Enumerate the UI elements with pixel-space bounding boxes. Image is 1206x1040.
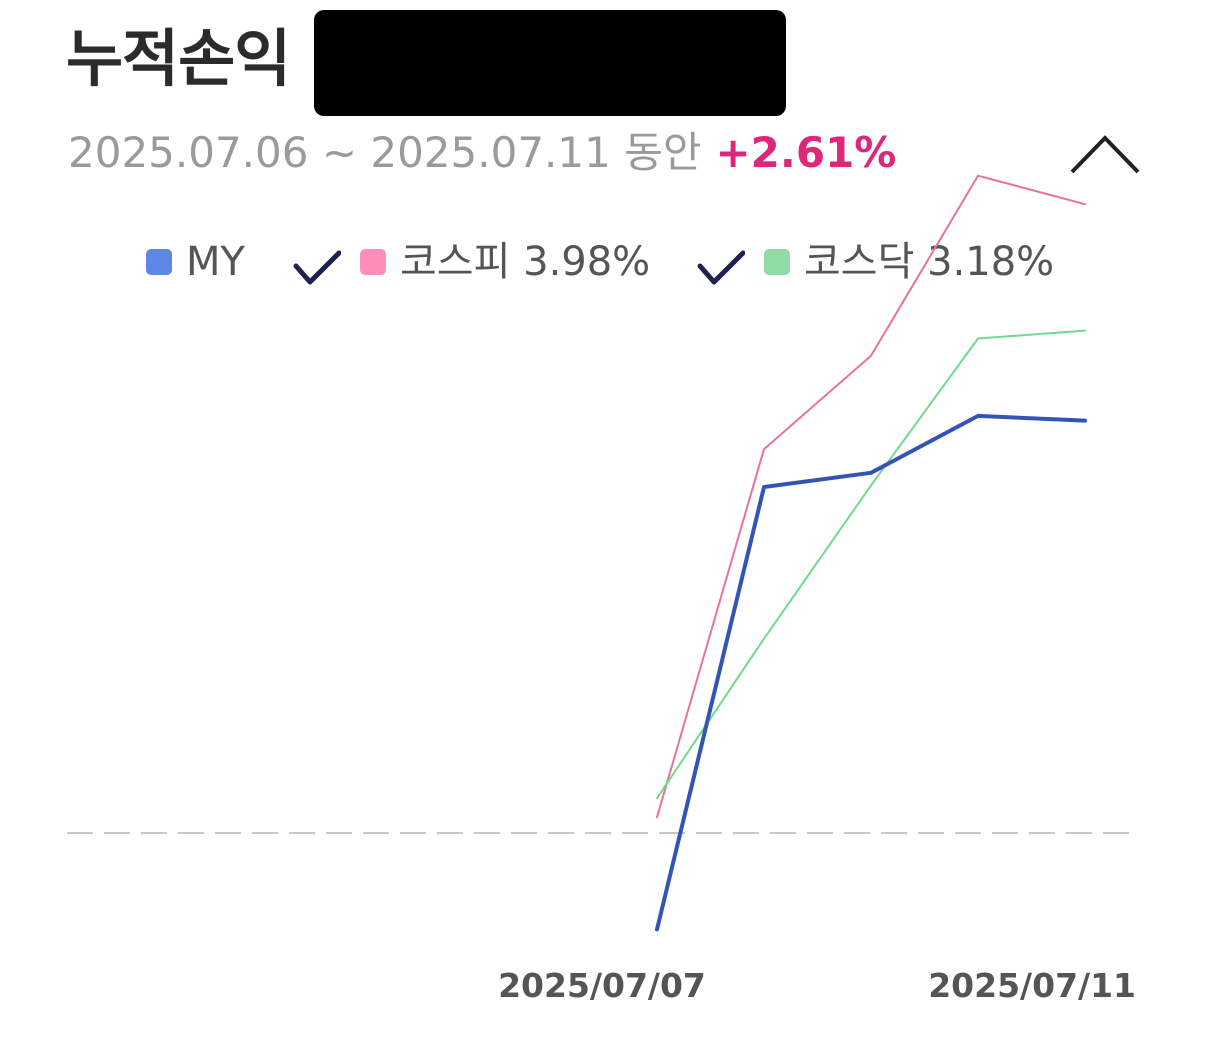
chevron-up-icon [1070, 135, 1140, 174]
toggle-kospi-check[interactable] [293, 248, 342, 288]
legend-label-my: MY [186, 239, 245, 285]
period-summary: 2025.07.06 ~ 2025.07.11 동안 +2.61% [68, 132, 896, 174]
legend-swatch-my [146, 249, 172, 275]
check-icon [697, 250, 746, 285]
legend-label-kospi: 코스피 3.98% [400, 239, 651, 285]
redacted-account-name [314, 10, 786, 116]
series-line-kospi [656, 174, 1086, 819]
legend-swatch-kosdaq [764, 249, 790, 275]
legend-swatch-kospi [360, 249, 386, 275]
x-tick-label: 2025/07/07 [498, 966, 706, 1005]
return-percentage: +2.61% [715, 128, 897, 177]
legend-item-kospi: 코스피 3.98% [360, 242, 650, 282]
toggle-kosdaq-check[interactable] [697, 248, 746, 288]
legend-label-kosdaq: 코스닥 3.18% [804, 239, 1055, 285]
period-range: 2025.07.06 ~ 2025.07.11 동안 [68, 128, 702, 177]
x-tick-label: 2025/07/11 [928, 966, 1136, 1005]
check-icon [293, 250, 342, 285]
legend-item-my: MY [146, 242, 245, 282]
page-title: 누적손익 [66, 22, 291, 95]
legend-item-kosdaq: 코스닥 3.18% [764, 242, 1054, 282]
chart-legend: MY 코스피 3.98% 코스닥 3.18% [0, 242, 1206, 298]
series-line-kosdaq [656, 329, 1086, 800]
series-line-my [655, 413, 1087, 932]
collapse-button[interactable] [1068, 128, 1142, 178]
